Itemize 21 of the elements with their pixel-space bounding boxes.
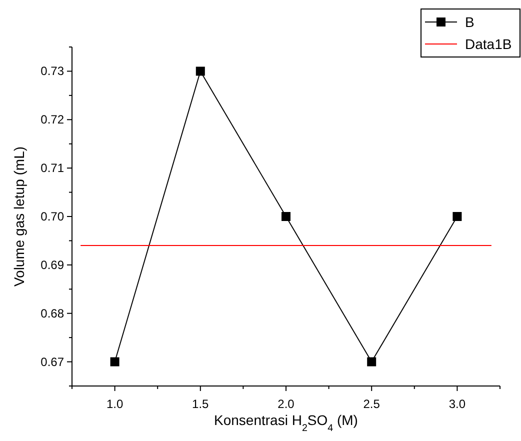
x-tick-label: 1.5 <box>192 397 210 411</box>
y-axis-title: Volume gas letup (mL) <box>11 146 27 287</box>
y-tick-label: 0.73 <box>40 64 64 78</box>
point <box>367 357 376 366</box>
y-tick-label: 0.71 <box>40 161 64 176</box>
x-tick-label: 1.0 <box>106 397 124 411</box>
y-tick-label: 0.68 <box>40 306 64 320</box>
legend-label: Data1B <box>465 36 512 52</box>
legend-label: B <box>465 14 474 30</box>
y-tick-label: 0.69 <box>40 258 64 272</box>
y-tick-label: 0.67 <box>40 354 64 369</box>
y-tick-label: 0.70 <box>40 210 64 224</box>
point <box>282 212 290 221</box>
point <box>452 212 462 221</box>
point <box>196 66 205 76</box>
point <box>110 357 120 366</box>
y-tick-label: 0.72 <box>40 112 64 127</box>
x-tick-label: 3.0 <box>448 397 466 411</box>
x-axis-title: Konsentrasi H$_{2}$SO$_{4}$ (M) <box>214 412 358 434</box>
x-tick-label: 2.0 <box>278 397 295 411</box>
x-tick-label: 2.5 <box>363 397 380 411</box>
